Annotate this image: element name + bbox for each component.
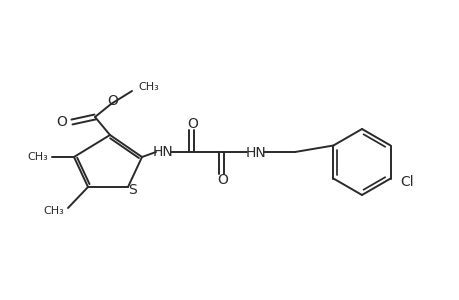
Text: HN: HN	[245, 146, 266, 160]
Text: S: S	[129, 183, 137, 197]
Text: O: O	[187, 117, 198, 131]
Text: O: O	[107, 94, 118, 108]
Text: O: O	[56, 115, 67, 129]
Text: O: O	[217, 173, 228, 187]
Text: CH₃: CH₃	[27, 152, 48, 162]
Text: CH₃: CH₃	[43, 206, 64, 216]
Text: CH₃: CH₃	[139, 82, 159, 92]
Text: Cl: Cl	[400, 176, 413, 190]
Text: HN: HN	[152, 145, 173, 159]
